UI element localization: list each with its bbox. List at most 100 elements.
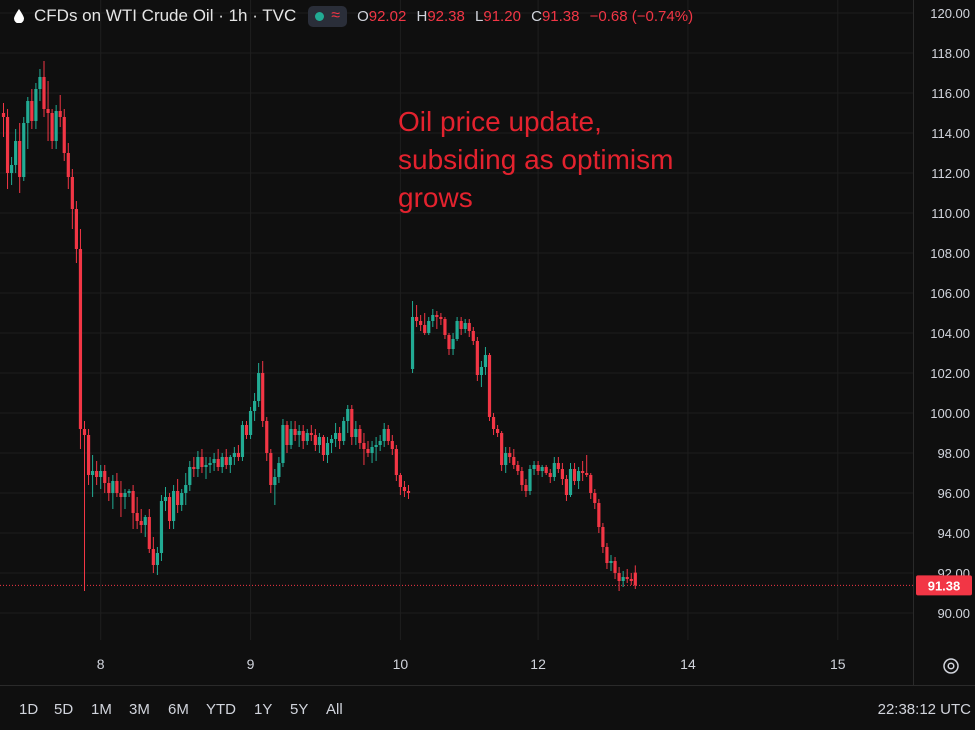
candle-body: [208, 463, 212, 465]
candle-body: [159, 501, 164, 553]
candle: [95, 461, 99, 485]
candle-body: [135, 513, 139, 521]
time-tick-label: 14: [680, 656, 696, 672]
candle: [115, 473, 119, 497]
range-button-3m[interactable]: 3M: [129, 701, 150, 718]
candle: [633, 565, 637, 589]
time-tick-label: 9: [247, 656, 255, 672]
candle-body: [370, 447, 374, 453]
candle-body: [248, 411, 253, 435]
candle-body: [410, 317, 415, 369]
ohlc-values: O92.02 H92.38 L91.20 C91.38 −0.68 (−0.74…: [357, 7, 694, 25]
candle: [184, 473, 188, 505]
candle-body: [512, 457, 516, 465]
droplet-icon: [14, 9, 24, 23]
time-axis[interactable]: 8 9 10 12 14 15: [97, 656, 846, 672]
candle: [196, 451, 200, 477]
candle-body: [544, 467, 548, 473]
candle-body: [338, 433, 342, 441]
range-button-all[interactable]: All: [326, 701, 343, 718]
candle-body: [496, 429, 500, 433]
market-open-dot-icon: [315, 11, 325, 21]
candle: [143, 515, 147, 537]
candle-body: [402, 487, 407, 491]
price-tick-label: 94.00: [937, 526, 970, 541]
candle-body: [1, 113, 6, 117]
candle-body: [220, 457, 224, 467]
candle-body: [196, 457, 200, 469]
candle-body: [382, 429, 386, 441]
candle-body: [99, 471, 103, 477]
candle-body: [172, 491, 176, 521]
candle: [99, 465, 103, 489]
candle-body: [14, 141, 18, 165]
candle: [58, 95, 62, 127]
candle-body: [253, 401, 257, 411]
range-button-1d[interactable]: 1D: [19, 701, 39, 718]
candle-body: [30, 101, 34, 121]
range-button-5d[interactable]: 5D: [54, 701, 74, 718]
candle-body: [240, 425, 245, 457]
range-button-1m[interactable]: 1M: [91, 701, 112, 718]
candle-body: [374, 445, 378, 447]
candle-body: [390, 441, 394, 449]
price-tick-label: 112.00: [931, 166, 970, 181]
candle: [62, 109, 66, 161]
range-button-6m[interactable]: 6M: [168, 701, 189, 718]
candle-body: [42, 77, 46, 109]
range-button-ytd[interactable]: YTD: [206, 701, 236, 718]
candle: [91, 455, 95, 497]
candle-body: [277, 463, 281, 477]
candle: [253, 393, 257, 421]
candle-body: [564, 479, 569, 495]
candle-body: [216, 459, 220, 467]
range-button-5y[interactable]: 5Y: [290, 701, 309, 718]
candle: [127, 489, 131, 497]
candle-body: [313, 435, 317, 445]
candle-body: [34, 89, 38, 121]
candle: [338, 427, 342, 449]
candle: [86, 429, 91, 485]
candle: [350, 405, 354, 445]
candle-body: [192, 467, 196, 469]
candle-body: [439, 317, 443, 319]
candle: [423, 313, 427, 335]
candle: [14, 129, 18, 173]
candle: [577, 467, 581, 489]
candle-body: [540, 467, 544, 471]
symbol-title[interactable]: CFDs on WTI Crude Oil · 1h · TVC: [34, 6, 297, 25]
candle: [159, 495, 164, 561]
candle: [346, 405, 350, 433]
candle: [447, 333, 451, 355]
candle: [467, 319, 471, 337]
time-tick-label: 12: [530, 656, 546, 672]
candle: [451, 333, 455, 355]
candle-body: [180, 493, 184, 505]
candle-body: [305, 433, 309, 441]
candle-body: [423, 325, 427, 333]
candle-body: [621, 577, 625, 581]
candle-body: [321, 437, 326, 455]
range-button-1y[interactable]: 1Y: [254, 701, 273, 718]
candle: [135, 497, 139, 529]
candle-body: [224, 457, 228, 465]
status-pill[interactable]: ≈: [308, 5, 348, 27]
candle-body: [54, 111, 58, 141]
candle-body: [358, 429, 362, 443]
utc-clock[interactable]: 22:38:12 UTC: [877, 701, 971, 718]
gear-icon[interactable]: [940, 655, 962, 677]
candle: [297, 425, 301, 447]
candle: [329, 435, 334, 453]
candle-body: [568, 469, 573, 495]
candle-body: [184, 485, 188, 493]
candle-body: [257, 373, 261, 401]
candle: [524, 479, 528, 497]
candle: [325, 437, 330, 463]
candle: [244, 421, 249, 439]
candle-body: [451, 339, 455, 349]
price-tick-label: 110.00: [931, 206, 970, 221]
candle-body: [406, 491, 411, 493]
price-axis[interactable]: 90.0092.0094.0096.0098.00100.00102.00104…: [930, 6, 970, 621]
candle-body: [244, 425, 249, 435]
